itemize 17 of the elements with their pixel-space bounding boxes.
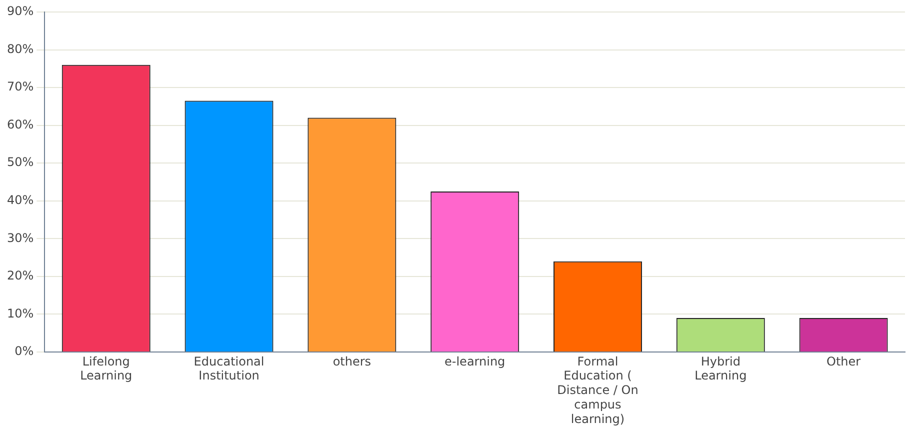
x-tick-label: Lifelong Learning [80, 354, 132, 383]
y-tick-label: 0% [14, 344, 34, 358]
y-tick-label: 20% [7, 268, 34, 283]
y-tick-label: 30% [7, 230, 34, 245]
x-tick-label: others [332, 354, 372, 368]
y-tick-label: 50% [7, 155, 34, 170]
y-tick-label: 80% [7, 42, 34, 56]
x-tick-label: Educational Institution [194, 354, 264, 383]
x-tick-label: e-learning [444, 354, 506, 368]
y-tick-label: 70% [7, 80, 34, 94]
y-tick-label: 10% [7, 306, 34, 320]
y-tick-label: 60% [7, 117, 34, 132]
x-tick-label: Other [826, 354, 861, 368]
x-tick-label: Formal Education ( Distance / On campus learning) [557, 354, 638, 426]
y-tick-label: 90% [7, 4, 34, 18]
x-tick-label: Hybrid Learning [694, 354, 747, 383]
y-tick-label: 40% [7, 193, 34, 208]
